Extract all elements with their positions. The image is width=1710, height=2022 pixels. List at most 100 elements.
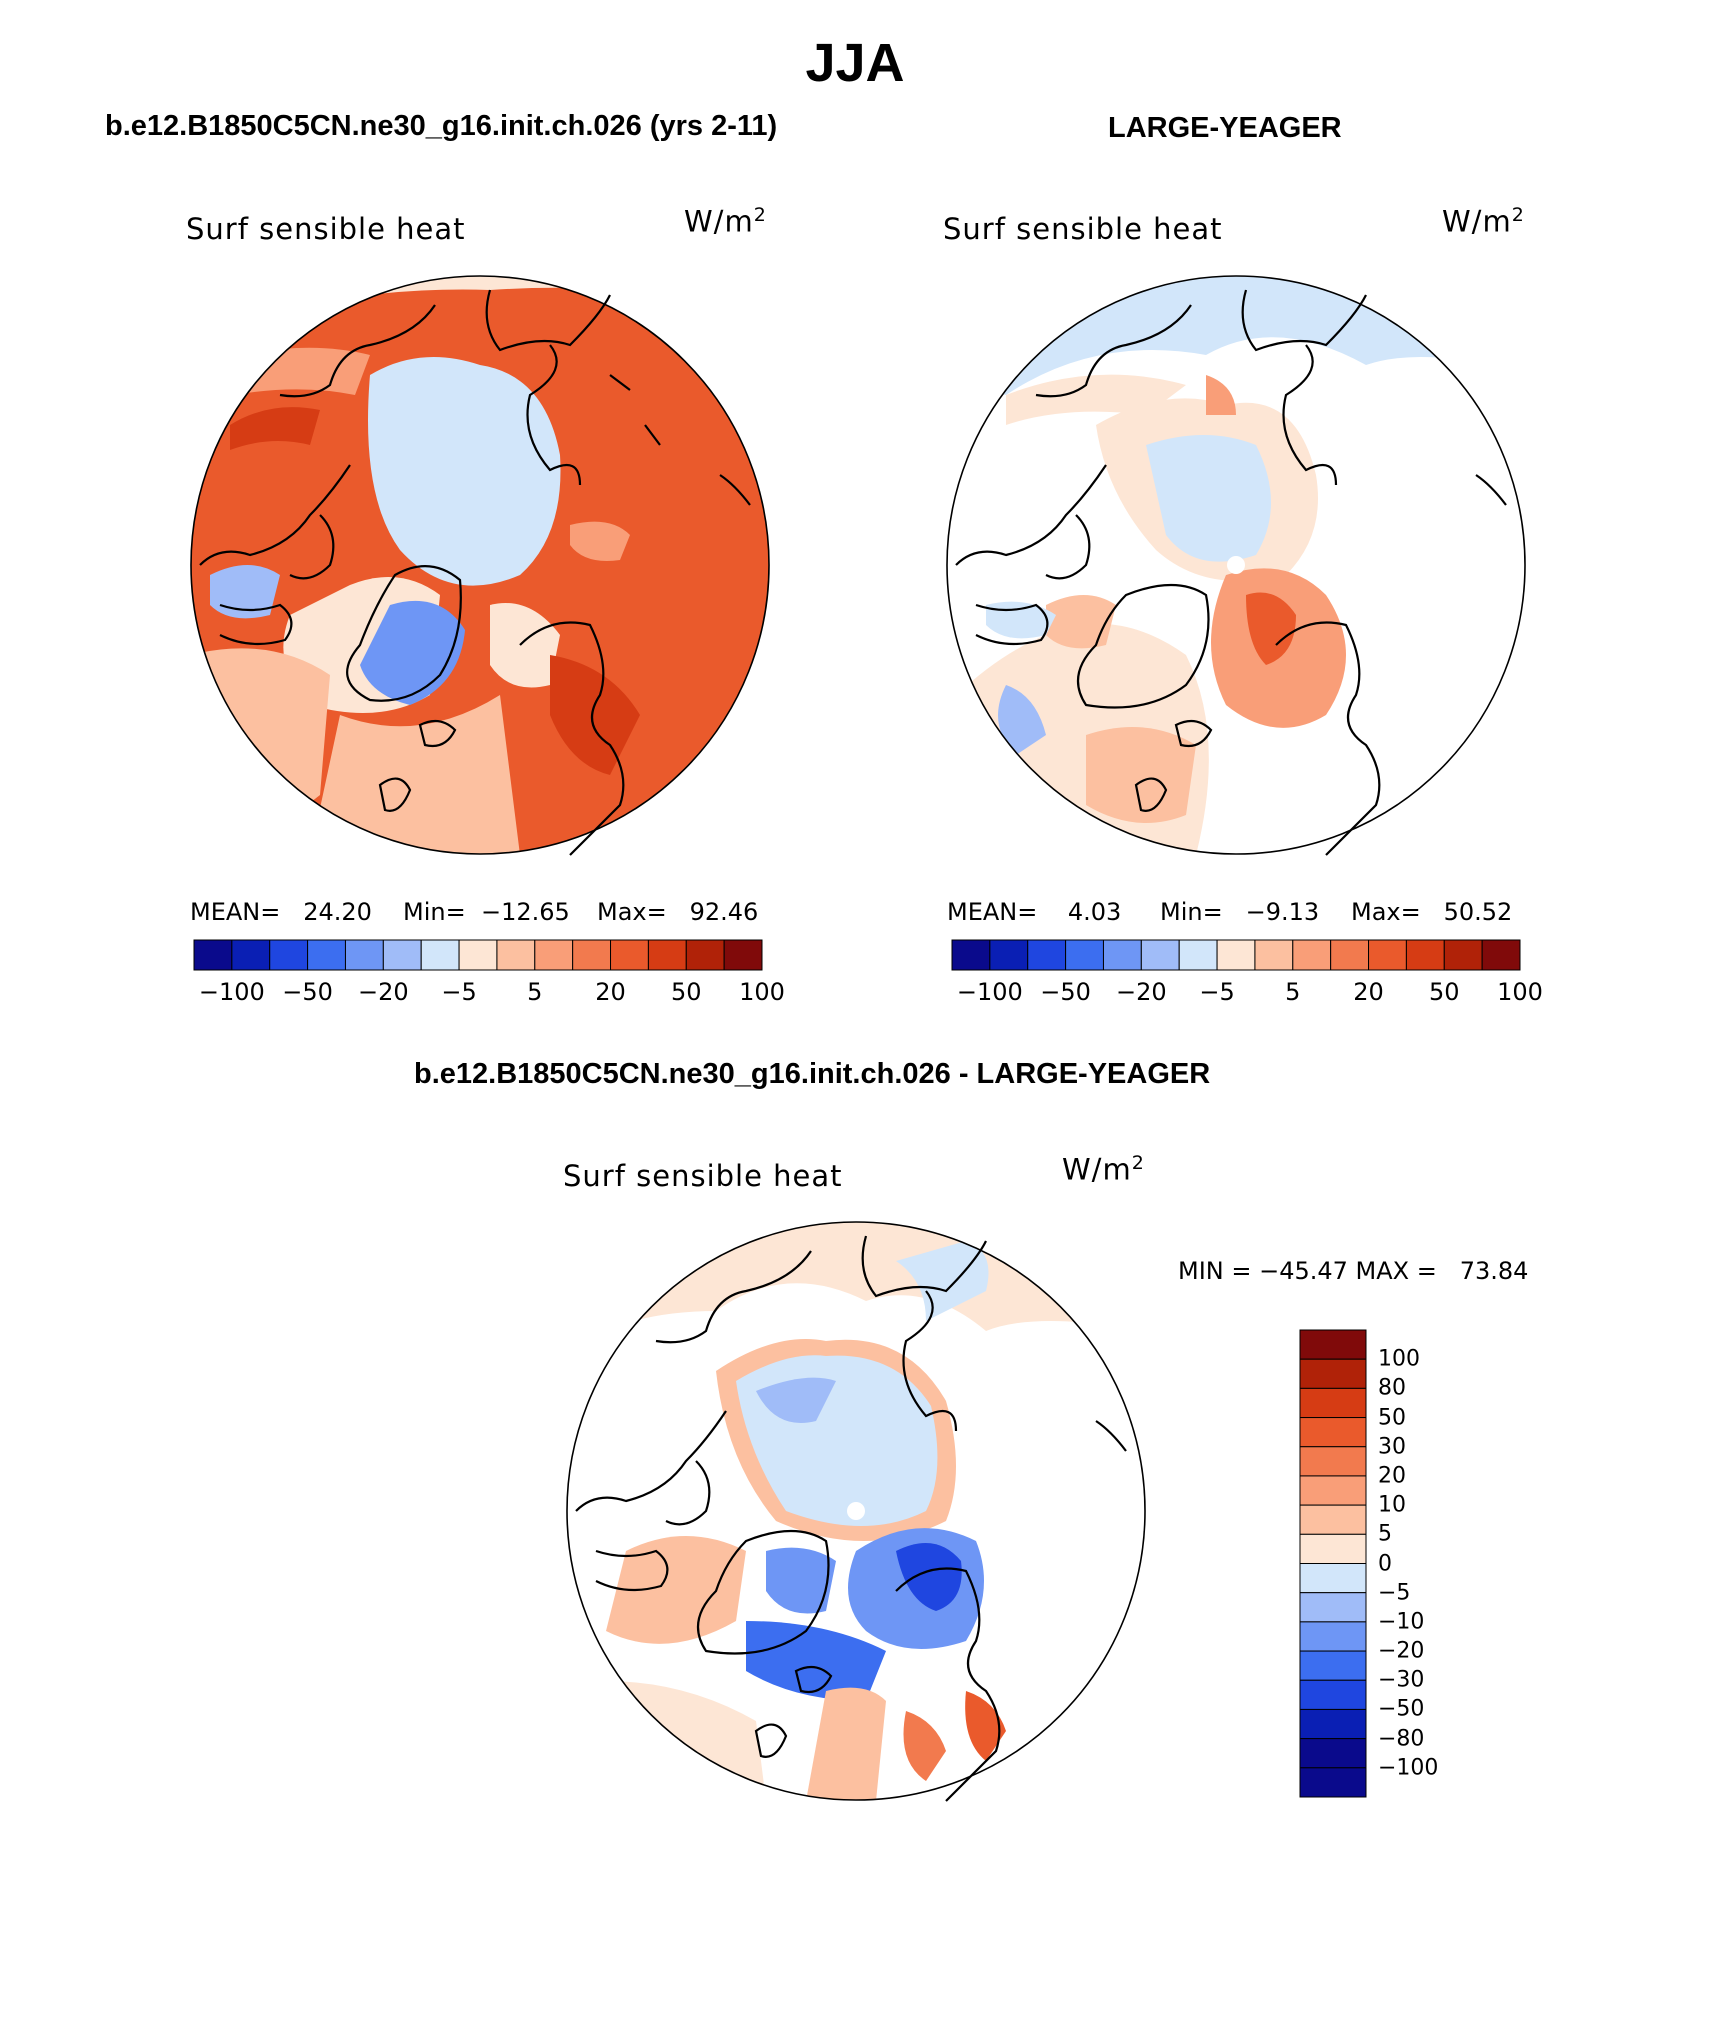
diff-units: W/m2 <box>1062 1152 1145 1187</box>
diff-colorbar-swatch <box>1299 1446 1367 1477</box>
panel1-colorbar-swatch <box>458 939 498 971</box>
panel2-colorbar-swatch <box>1368 939 1407 971</box>
panel2-colorbar-swatch <box>1292 939 1332 971</box>
panel1-colorbar-swatch <box>344 939 384 971</box>
panel1-colorbar-swatch <box>723 939 763 971</box>
panel2-units: W/m2 <box>1442 204 1525 239</box>
panel1-colorbar-swatch <box>307 939 346 971</box>
panel2-colorbar-swatch <box>1027 939 1067 971</box>
panel2-mean: MEAN= 4.03 <box>947 898 1122 926</box>
diff-colorbar-tick-label: 100 <box>1378 1346 1420 1372</box>
panel2-colorbar-tick-label: −5 <box>1199 978 1235 1006</box>
diff-colorbar-tick-label: −30 <box>1378 1667 1425 1693</box>
panel2-polar-map <box>946 275 1526 856</box>
panel1-colorbar-swatch <box>572 939 612 971</box>
diff-colorbar-swatch <box>1299 1387 1367 1419</box>
diff-minmax: MIN = −45.47 MAX = 73.84 <box>1178 1257 1529 1285</box>
diff-colorbar-swatch <box>1299 1679 1367 1710</box>
panel1-max: Max= 92.46 <box>597 898 759 926</box>
panel2-colorbar-swatch <box>1330 939 1370 971</box>
diff-colorbar-tick-label: 50 <box>1378 1405 1406 1431</box>
diff-colorbar-tick-label: 80 <box>1378 1375 1406 1401</box>
panel1-field-label: Surf sensible heat <box>186 212 466 246</box>
diff-colorbar-swatch <box>1299 1738 1367 1769</box>
panel1-colorbar-swatch <box>685 939 725 971</box>
panel2-colorbar-ticks: −100 −50 −20 −5 5 20 50 100 <box>952 978 1543 1008</box>
diff-colorbar-swatch <box>1299 1533 1367 1564</box>
diff-colorbar-tick-label: −80 <box>1378 1726 1425 1752</box>
panel2-colorbar-tick-label: −20 <box>1116 978 1167 1006</box>
panel2-max: Max= 50.52 <box>1351 898 1513 926</box>
diff-colorbar-tick-label: 5 <box>1378 1521 1392 1547</box>
panel1-min: Min= −12.65 <box>403 898 570 926</box>
panel1-colorbar-tick-label: −50 <box>282 978 333 1006</box>
panel1-colorbar-tick-label: 100 <box>739 978 785 1006</box>
panel2-colorbar-swatch <box>1254 939 1294 971</box>
diff-colorbar-tick-label: −5 <box>1378 1580 1411 1606</box>
panel1-colorbar-swatch <box>610 939 649 971</box>
panel1-polar-map <box>190 275 770 856</box>
panel2-colorbar-swatch <box>1216 939 1256 971</box>
panel2-header: LARGE-YEAGER <box>1108 112 1342 144</box>
main-title: JJA <box>805 33 905 93</box>
panel2-colorbar-tick-label: −50 <box>1040 978 1091 1006</box>
panel1-colorbar-swatch <box>420 939 460 971</box>
panel1-colorbar-tick-label: −100 <box>198 978 265 1006</box>
panel2-colorbar-tick-label: 20 <box>1353 978 1384 1006</box>
panel1-units: W/m2 <box>684 204 767 239</box>
diff-colorbar-swatch <box>1299 1504 1367 1535</box>
panel1-colorbar-swatch <box>647 939 687 971</box>
diff-colorbar-tick-label: 30 <box>1378 1434 1406 1460</box>
diff-colorbar-tick-label: 0 <box>1378 1551 1392 1576</box>
diff-header: b.e12.B1850C5CN.ne30_g16.init.ch.026 - L… <box>414 1058 1211 1090</box>
panel1-header: b.e12.B1850C5CN.ne30_g16.init.ch.026 (yr… <box>105 110 778 142</box>
diff-colorbar-tick-label: 20 <box>1378 1463 1406 1489</box>
diff-colorbar-swatch <box>1299 1563 1367 1594</box>
diff-colorbar-swatch <box>1299 1621 1367 1652</box>
diff-colorbar-swatch <box>1299 1767 1367 1798</box>
panel2-colorbar-tick-label: 5 <box>1285 978 1301 1006</box>
panel1-colorbar-swatch <box>269 939 309 971</box>
diff-field-label: Surf sensible heat <box>563 1159 843 1193</box>
panel1-colorbar-tick-label: −20 <box>358 978 409 1006</box>
diff-colorbar-swatch <box>1299 1475 1367 1506</box>
diff-polar-map <box>566 1221 1146 1802</box>
panel1-colorbar-swatch <box>534 939 574 971</box>
panel1-colorbar-swatch <box>496 939 536 971</box>
panel2-colorbar-swatch <box>1065 939 1104 971</box>
panel2-colorbar-tick-label: 50 <box>1428 978 1460 1006</box>
panel2-colorbar-swatch <box>1102 939 1142 971</box>
panel2-colorbar-swatch <box>1443 939 1483 971</box>
panel1-colorbar-tick-label: −5 <box>441 978 477 1006</box>
panel1-colorbar-swatch <box>382 939 422 971</box>
panel1-mean: MEAN= 24.20 <box>190 898 372 926</box>
diff-colorbar-tick-label: −50 <box>1378 1696 1425 1722</box>
panel1-colorbar-tick-label: 50 <box>670 978 702 1006</box>
diff-colorbar-tick-label: 10 <box>1378 1492 1406 1518</box>
panel2-field-label: Surf sensible heat <box>943 212 1223 246</box>
panel2-colorbar-tick-label: 100 <box>1497 978 1543 1006</box>
panel2-min: Min= −9.13 <box>1160 898 1320 926</box>
diff-colorbar-ticks: 100 80 50 30 20 10 5 0 −5 −10 −20 −30 −50 −80 −100 <box>1378 1330 1498 1797</box>
diff-colorbar-swatch <box>1299 1708 1367 1740</box>
panel1-colorbar-tick-label: 5 <box>527 978 543 1006</box>
diff-colorbar-swatch <box>1299 1417 1367 1448</box>
diff-colorbar-tick-label: −100 <box>1378 1755 1439 1781</box>
diff-colorbar-tick-label: −10 <box>1378 1609 1425 1635</box>
panel1-colorbar-swatch <box>193 939 233 971</box>
panel2-colorbar <box>951 939 1521 971</box>
diff-colorbar-swatch <box>1299 1650 1367 1681</box>
diff-colorbar-tick-label: −20 <box>1378 1638 1425 1664</box>
panel1-colorbar-ticks: −100 −50 −20 −5 5 20 50 100 <box>194 978 785 1008</box>
diff-colorbar-swatch <box>1299 1329 1367 1360</box>
panel1-colorbar-swatch <box>231 939 271 971</box>
diff-colorbar <box>1299 1329 1367 1798</box>
diff-colorbar-swatch <box>1299 1592 1367 1623</box>
diff-colorbar-swatch <box>1299 1358 1367 1389</box>
panel2-colorbar-swatch <box>951 939 991 971</box>
panel2-colorbar-swatch <box>1405 939 1445 971</box>
panel1-colorbar-tick-label: 20 <box>595 978 626 1006</box>
panel2-colorbar-tick-label: −100 <box>956 978 1023 1006</box>
panel2-colorbar-swatch <box>1178 939 1218 971</box>
panel2-colorbar-swatch <box>1481 939 1521 971</box>
